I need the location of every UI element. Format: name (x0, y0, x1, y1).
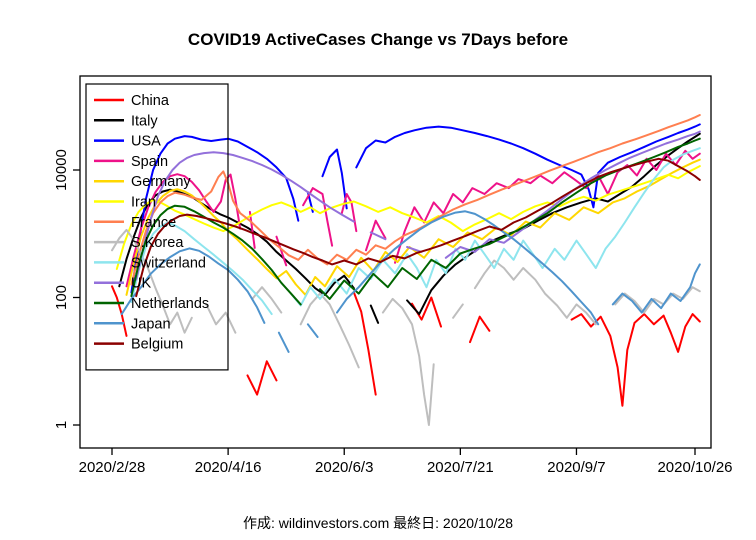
legend-label: China (131, 93, 170, 109)
chart-caption: 作成: wildinvestors.com 最終日: 2020/10/28 (243, 515, 513, 531)
series-line-usa (130, 123, 701, 294)
legend-label: USA (131, 134, 161, 150)
x-tick-label: 2020/10/26 (657, 459, 732, 476)
series-line-switzerland (130, 147, 701, 316)
x-tick-label: 2020/4/16 (195, 459, 262, 476)
series-line-iran (115, 165, 701, 270)
x-tick-label: 2020/6/3 (315, 459, 373, 476)
y-tick-label: 100 (53, 285, 70, 310)
legend-label: UK (131, 276, 151, 292)
legend-label: France (131, 215, 176, 231)
plot-box (79, 75, 712, 449)
series-line-s-korea (111, 228, 701, 426)
y-tick-label: 1 (53, 421, 70, 429)
x-tick-label: 2020/2/28 (79, 459, 146, 476)
series-line-spain (125, 149, 701, 288)
series-line-uk (135, 130, 701, 281)
chart-title: COVID19 ActiveCases Change vs 7Days befo… (187, 30, 569, 49)
y-tick-label: 10000 (53, 149, 70, 191)
x-tick-label: 2020/9/7 (547, 459, 605, 476)
series-line-japan (120, 210, 701, 353)
legend-label: Netherlands (131, 296, 209, 312)
legend-label: Japan (131, 316, 171, 332)
series-line-belgium (135, 157, 701, 298)
legend-label: Spain (131, 154, 168, 170)
legend-label: Iran (131, 195, 156, 211)
series-line-germany (125, 158, 701, 296)
legend-label: Germany (131, 174, 191, 190)
x-tick-label: 2020/7/21 (427, 459, 494, 476)
legend-label: Italy (131, 113, 158, 129)
legend-box (85, 83, 229, 371)
series-line-france (130, 114, 701, 286)
legend-label: Belgium (131, 337, 183, 353)
legend-label: S.Korea (131, 235, 184, 251)
series-line-italy (118, 132, 701, 324)
series-line-china (111, 285, 701, 407)
legend-label: Switzerland (131, 255, 206, 271)
